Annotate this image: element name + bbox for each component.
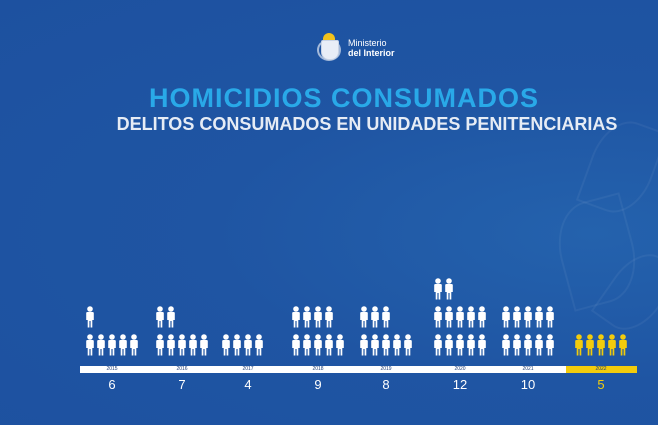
person-icon bbox=[477, 306, 487, 328]
person-icon bbox=[302, 306, 312, 328]
person-icon bbox=[433, 334, 443, 356]
logo-line-2: del Interior bbox=[348, 48, 395, 58]
value-label-2021: 10 bbox=[520, 377, 536, 392]
person-icon bbox=[455, 306, 465, 328]
person-icon bbox=[545, 306, 555, 328]
person-icon bbox=[403, 334, 413, 356]
year-label-2021: 2021 bbox=[522, 366, 534, 372]
person-icon bbox=[166, 334, 176, 356]
value-label-2017: 4 bbox=[244, 377, 252, 392]
person-icon bbox=[177, 334, 187, 356]
person-icon bbox=[534, 306, 544, 328]
person-icon bbox=[359, 334, 369, 356]
person-icon bbox=[313, 306, 323, 328]
person-icon bbox=[370, 306, 380, 328]
coat-of-arms-icon bbox=[316, 33, 342, 63]
person-icon bbox=[335, 334, 345, 356]
timeline-bar bbox=[80, 366, 566, 373]
person-icon bbox=[455, 334, 465, 356]
year-label-2019: 2019 bbox=[380, 366, 392, 372]
logo-line-1: Ministerio bbox=[348, 38, 387, 48]
value-label-2020: 12 bbox=[452, 377, 468, 392]
person-icon bbox=[118, 334, 128, 356]
person-icon bbox=[254, 334, 264, 356]
person-icon bbox=[466, 334, 476, 356]
value-label-2015: 6 bbox=[108, 377, 116, 392]
person-icon bbox=[243, 334, 253, 356]
ministerio-logo: Ministerio del Interior bbox=[316, 33, 395, 63]
person-icon bbox=[381, 306, 391, 328]
year-label-2018: 2018 bbox=[312, 366, 324, 372]
person-icon bbox=[85, 334, 95, 356]
year-label-2016: 2016 bbox=[176, 366, 188, 372]
year-label-2017: 2017 bbox=[242, 366, 254, 372]
person-icon bbox=[585, 334, 595, 356]
person-icon bbox=[324, 306, 334, 328]
year-label-2020: 2020 bbox=[454, 366, 466, 372]
person-icon bbox=[618, 334, 628, 356]
person-icon bbox=[523, 306, 533, 328]
person-icon bbox=[291, 306, 301, 328]
person-icon bbox=[512, 334, 522, 356]
person-icon bbox=[221, 334, 231, 356]
person-icon bbox=[444, 334, 454, 356]
person-icon bbox=[444, 306, 454, 328]
person-icon bbox=[444, 278, 454, 300]
person-icon bbox=[433, 278, 443, 300]
person-icon bbox=[545, 334, 555, 356]
person-icon bbox=[523, 334, 533, 356]
person-icon bbox=[466, 306, 476, 328]
person-icon bbox=[188, 334, 198, 356]
person-icon bbox=[313, 334, 323, 356]
person-icon bbox=[574, 334, 584, 356]
person-icon bbox=[129, 334, 139, 356]
person-icon bbox=[501, 306, 511, 328]
person-icon bbox=[96, 334, 106, 356]
person-icon bbox=[324, 334, 334, 356]
person-icon bbox=[534, 334, 544, 356]
year-label-2015: 2015 bbox=[106, 366, 118, 372]
value-label-2019: 8 bbox=[382, 377, 390, 392]
person-icon bbox=[155, 334, 165, 356]
value-label-2016: 7 bbox=[178, 377, 186, 392]
value-label-2022: 5 bbox=[597, 377, 605, 392]
person-icon bbox=[232, 334, 242, 356]
person-icon bbox=[477, 334, 487, 356]
person-icon bbox=[155, 306, 165, 328]
person-icon bbox=[370, 334, 380, 356]
person-icon bbox=[433, 306, 443, 328]
person-icon bbox=[607, 334, 617, 356]
person-icon bbox=[392, 334, 402, 356]
year-label-2022: 2022 bbox=[595, 366, 607, 372]
page-subtitle: DELITOS CONSUMADOS EN UNIDADES PENITENCI… bbox=[116, 114, 618, 134]
person-icon bbox=[381, 334, 391, 356]
person-icon bbox=[359, 306, 369, 328]
person-icon bbox=[107, 334, 117, 356]
person-icon bbox=[291, 334, 301, 356]
person-icon bbox=[596, 334, 606, 356]
person-icon bbox=[302, 334, 312, 356]
value-label-2018: 9 bbox=[314, 377, 322, 392]
person-icon bbox=[199, 334, 209, 356]
person-icon bbox=[85, 306, 95, 328]
person-icon bbox=[166, 306, 176, 328]
person-icon bbox=[512, 306, 522, 328]
timeline-bar-highlight bbox=[566, 366, 637, 373]
person-icon bbox=[501, 334, 511, 356]
page-title: HOMICIDIOS CONSUMADOS bbox=[148, 83, 539, 113]
